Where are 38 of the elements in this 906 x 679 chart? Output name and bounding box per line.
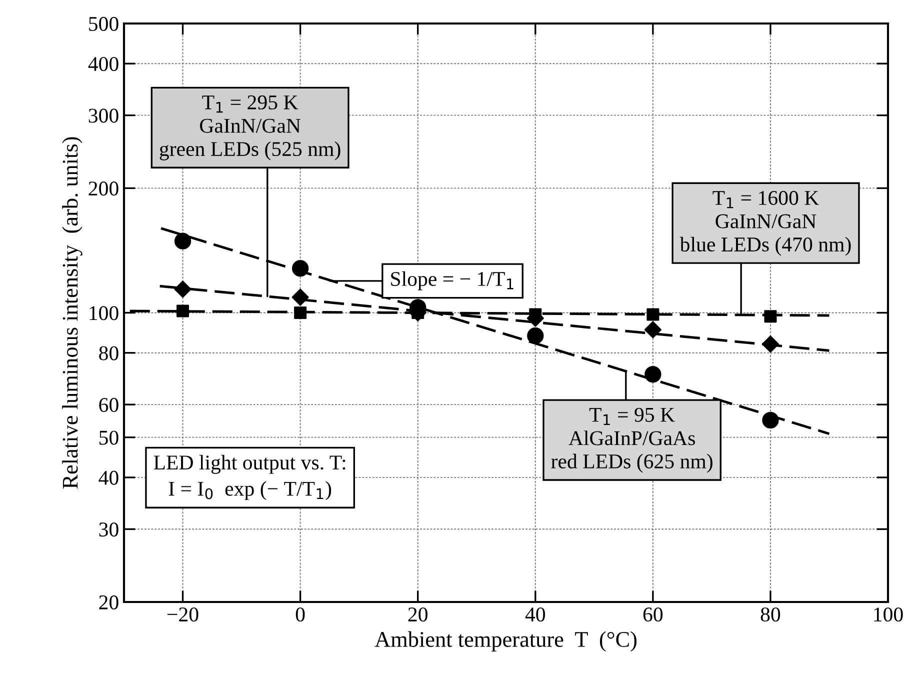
y-tick-label: 400: [88, 56, 118, 72]
y-tick-label: 500: [89, 16, 118, 31]
point: [174, 280, 192, 298]
y-tick-label: 50: [100, 430, 118, 445]
x-tick-label: 60: [643, 607, 663, 622]
x-tick-label: 40: [525, 607, 546, 622]
y-tick-label: 100: [90, 306, 118, 320]
annotation: Slope = − 1/T$_{1}$: [391, 271, 514, 290]
x-tick-label: 80: [760, 607, 780, 622]
x-axis-title: Ambient temperature T (°C): [374, 631, 637, 652]
point: [174, 232, 192, 250]
point: [176, 304, 190, 318]
annotation: T$_{1}$ = 1600 K GaInN/GaN blue LEDs (470 nm): [680, 190, 851, 256]
annotation: T$_{1}$ = 295 K GaInN/GaN green LEDs (525 nm): [160, 95, 340, 160]
y-tick-label: 60: [99, 398, 118, 412]
point: [527, 327, 544, 344]
x-tick-label: −20: [168, 607, 198, 622]
x-tick-label: 100: [874, 607, 903, 622]
y-tick-label: 80: [99, 346, 118, 360]
x-tick-label: 20: [408, 607, 428, 622]
point: [294, 306, 307, 319]
x-tick-label: 0: [296, 607, 305, 622]
annotation: T$_{1}$ = 95 K AlGaInP/GaAs red LEDs (625 nm): [551, 408, 712, 473]
y-tick-label: 30: [99, 522, 118, 537]
y-tick-label: 20: [99, 595, 118, 610]
point: [644, 366, 662, 383]
point: [762, 336, 780, 353]
y-tick-label: 300: [88, 108, 118, 123]
y-tick-label: 40: [98, 470, 118, 485]
point: [292, 288, 309, 306]
point: [644, 321, 662, 338]
point: [762, 412, 779, 429]
point: [646, 308, 660, 321]
annotation: LED light output vs. T: I = I$_{0}$ exp (− T/T$_{1}$): [154, 454, 346, 500]
y-axis-title: Relative luminous intensity (arb. units): [62, 137, 82, 489]
y-tick-label: 200: [88, 182, 118, 196]
point: [292, 260, 309, 277]
point: [764, 310, 777, 323]
